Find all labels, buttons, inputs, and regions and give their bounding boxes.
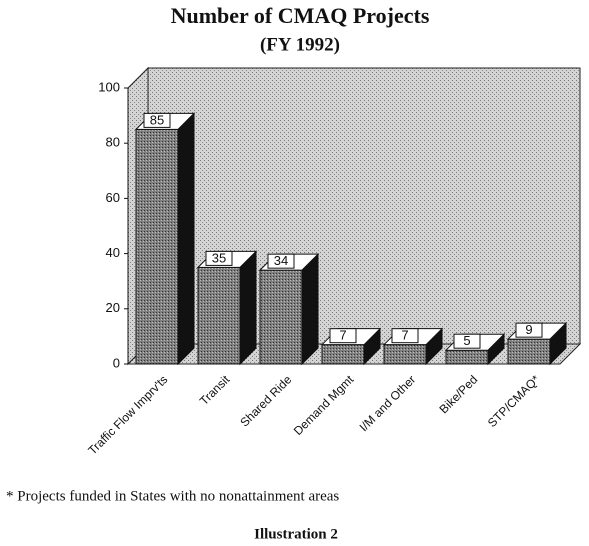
value-label: 85 <box>150 112 164 127</box>
footnote: * Projects funded in States with no nona… <box>6 488 339 504</box>
bar-side <box>301 252 319 366</box>
value-label: 5 <box>463 333 470 348</box>
x-tick-label: Demand Mgmt <box>291 372 357 438</box>
value-label: 7 <box>401 328 408 343</box>
x-tick-label: I/M and Other <box>357 372 419 434</box>
value-label-box <box>391 328 419 344</box>
bar-front <box>445 349 489 365</box>
bar-front <box>135 128 179 365</box>
x-tick-label: Bike/Ped <box>437 372 481 416</box>
bar-front <box>507 338 551 365</box>
value-label-box <box>515 322 543 338</box>
bar-front <box>259 269 303 365</box>
y-tick-label: 20 <box>106 300 120 315</box>
value-label-box <box>329 328 357 344</box>
y-tick-label: 0 <box>113 355 120 370</box>
bar-front <box>197 266 241 365</box>
value-label-box <box>143 112 171 128</box>
y-tick-label: 40 <box>106 245 120 260</box>
value-label: 9 <box>525 322 532 337</box>
bar-front <box>383 344 427 365</box>
x-tick-label: STP/CMAQ* <box>485 372 543 430</box>
value-label-box <box>205 250 233 266</box>
y-tick-label: 80 <box>106 135 120 150</box>
y-tick-label: 100 <box>98 79 120 94</box>
caption: Illustration 2 <box>254 526 338 542</box>
bar-side <box>177 112 195 366</box>
x-tick-label: Transit <box>197 372 233 408</box>
value-label-box <box>453 333 481 349</box>
value-label-box <box>267 253 295 269</box>
value-label: 34 <box>274 253 288 268</box>
x-tick-label: Traffic Flow Imprv'ts <box>85 372 170 457</box>
bar-front <box>321 344 365 365</box>
bar-side <box>239 250 257 366</box>
value-label: 7 <box>339 328 346 343</box>
value-label: 35 <box>212 250 226 265</box>
x-tick-label: Shared Ride <box>237 372 294 429</box>
chart-subtitle: (FY 1992) <box>260 34 340 55</box>
y-tick-label: 60 <box>106 190 120 205</box>
chart-title: Number of CMAQ Projects <box>171 3 430 28</box>
